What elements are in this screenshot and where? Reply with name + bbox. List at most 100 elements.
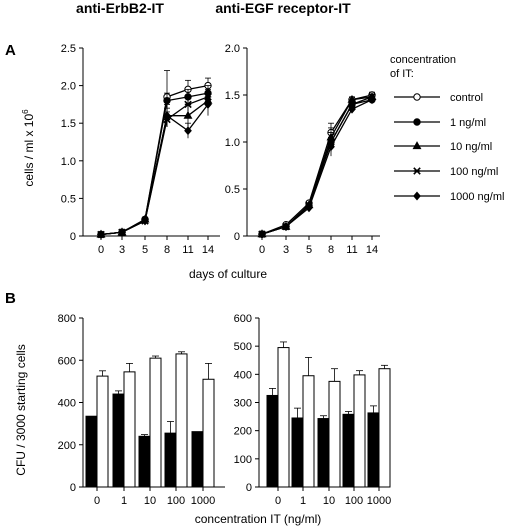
chart-b-left-y-tick-label: 0: [70, 482, 76, 494]
chart-a-ylabel: cells / ml x 106: [21, 109, 36, 187]
legend-item-1-ng-ml-marker: [413, 118, 421, 126]
chart-b-right-y-tick-label: 300: [234, 398, 252, 410]
chart-b-right-bar-black: [266, 394, 279, 488]
chart-a-right-series-1-ng-ml-line: [261, 99, 373, 235]
chart-b-right-x-tick-label: 1: [300, 495, 306, 507]
panel-letter-b: B: [5, 290, 16, 307]
chart-b-left: 0 200 400 600 800 0 1 10 100 1000: [58, 313, 225, 507]
chart-a-right-series-100-ng-ml-line: [261, 96, 373, 235]
chart-b-right-bar-white: [353, 374, 366, 488]
chart-a-left-x-tick-label: 3: [119, 244, 125, 256]
chart-b-right-bar-black: [342, 413, 355, 488]
legend-items: control 1 ng/ml 10 ng/ml 100 ng/ml 1000 ng/m…: [394, 92, 504, 203]
legend: concentration of IT: control 1 ng/ml 10 ng…: [390, 54, 504, 203]
chart-a-left-series-10-ng-ml-point: [183, 110, 193, 119]
chart-a-right-series-1000-ng-ml-point: [348, 104, 356, 114]
chart-a-left-series-1-ng-ml-point: [163, 96, 171, 105]
legend-title-line2: of IT:: [390, 68, 414, 80]
chart-b-left-x-tick-label: 100: [167, 495, 185, 507]
chart-a-left-series-100-ng-ml-point: [184, 100, 192, 109]
chart-b-right-x-tick-label: 10: [323, 495, 335, 507]
chart-b-right-bar-black: [367, 412, 380, 488]
chart-b-left-y-tick-label: 800: [58, 313, 76, 325]
chart-a-ylabel-text: cells / ml x 10: [22, 114, 36, 187]
chart-b-right-y-tick-label: 0: [246, 482, 252, 494]
chart-a-left-x-tick-label: 8: [164, 244, 170, 256]
chart-a-right-series-1000-ng-ml-point: [327, 142, 335, 152]
chart-b-left-bar-black: [112, 393, 125, 488]
chart-b-right-y-tick-label: 500: [234, 341, 252, 353]
chart-a-right-series-control-line: [261, 94, 373, 235]
chart-a-left-series-1000-ng-ml-point: [163, 111, 171, 121]
chart-a-right-y-tick-label: 0.5: [225, 184, 240, 196]
chart-a-right-y-tick-label: 2.0: [225, 43, 240, 55]
chart-b-right-bar-white: [378, 368, 391, 488]
chart-a-right-x-tick-label: 8: [328, 244, 334, 256]
chart-a-left: 0 0.5 1.0 1.5 2.0 2.5 0 3 5 8 11 14: [61, 43, 220, 256]
chart-a-left-y-tick-label: 2.5: [61, 43, 76, 55]
chart-a-left-y-tick-label: 0.5: [61, 193, 76, 205]
chart-b-left-y-tick-label: 400: [58, 398, 76, 410]
chart-b-right-bar-black: [317, 418, 330, 488]
chart-b-xlabel: concentration IT (ng/ml): [195, 512, 322, 526]
chart-a-right-series-10-ng-ml-line: [261, 96, 373, 235]
chart-b-right-y-tick-label: 200: [234, 426, 252, 438]
legend-item-10-ng-ml-label: 10 ng/ml: [450, 141, 492, 153]
legend-item-100-ng-ml-label: 100 ng/ml: [450, 166, 498, 178]
chart-b-left-x-tick-label: 1000: [191, 495, 215, 507]
chart-b-right-bar-white: [277, 347, 290, 488]
chart-b-right-y-tick-label: 100: [234, 454, 252, 466]
chart-a-right-series-1000-ng-ml-point: [368, 95, 376, 105]
chart-b-left-x-tick-label: 1: [121, 495, 127, 507]
chart-a-left-series-1000-ng-ml-point: [97, 230, 105, 239]
chart-a-right-series-1000-ng-ml-line: [261, 99, 373, 235]
chart-b-left-bar-black: [191, 431, 204, 488]
chart-a-right-x-tick-label: 11: [346, 244, 357, 256]
chart-a-right-series-1000-ng-ml-point: [305, 203, 313, 213]
chart-b-right-bar-black: [291, 417, 304, 488]
chart-b-left-bar-black: [138, 435, 151, 488]
panel-letter-a: A: [5, 42, 16, 59]
legend-item-100-ng-ml-marker: [413, 167, 421, 175]
legend-item-control-marker: [413, 93, 421, 101]
chart-a-left-x-tick-label: 11: [182, 244, 193, 256]
chart-b-left-bar-black: [164, 432, 177, 488]
chart-b-left-bar-white: [149, 357, 162, 488]
legend-title-line1: concentration: [390, 54, 456, 66]
legend-item-control-label: control: [450, 92, 483, 104]
chart-a-right-title: anti-EGF receptor-IT: [215, 0, 351, 16]
chart-b-right-y-tick-label: 400: [234, 369, 252, 381]
chart-a-left-series-control-line: [100, 84, 209, 236]
chart-b-right: 0 100 200 300 400 500 600 0 1 10 100 1000: [234, 313, 392, 507]
chart-a-ylabel-sup: 6: [21, 109, 30, 114]
chart-b-left-y-tick-label: 600: [58, 355, 76, 367]
chart-a-right-y-tick-label: 0: [234, 231, 240, 243]
chart-b-left-x-tick-label: 10: [144, 495, 156, 507]
chart-b-left-bar-white: [175, 353, 188, 488]
chart-b-right-x-tick-label: 100: [345, 495, 363, 507]
chart-a-xlabel: days of culture: [189, 267, 267, 281]
chart-b-left-y-tick-label: 200: [58, 440, 76, 452]
chart-a-left-y-tick-label: 2.0: [61, 81, 76, 93]
chart-b-left-bar-white: [96, 375, 109, 488]
legend-item-1-ng-ml-label: 1 ng/ml: [450, 117, 486, 129]
chart-a-right-series-1000-ng-ml-point: [282, 222, 290, 232]
chart-b-left-bar-white: [202, 378, 215, 488]
chart-a-left-y-tick-label: 1.5: [61, 118, 76, 130]
chart-a-right-x-tick-label: 14: [366, 244, 378, 256]
chart-a-left-x-tick-label: 14: [202, 244, 214, 256]
chart-a-left-title: anti-ErbB2-IT: [76, 0, 164, 16]
chart-b-right-x-tick-label: 0: [275, 495, 281, 507]
chart-a-right: 0 0.5 1.0 1.5 2.0 0 3 5 8 11 14: [225, 43, 380, 256]
chart-a-left-series-1000-ng-ml-point: [118, 227, 126, 237]
chart-a-right-x-tick-label: 0: [259, 244, 265, 256]
chart-b-right-bar-white: [302, 375, 315, 488]
chart-a-right-x-tick-label: 3: [283, 244, 289, 256]
chart-b-left-bar-white: [123, 371, 136, 488]
legend-item-1000-ng-ml-marker: [413, 191, 421, 201]
chart-a-left-series-1000-ng-ml-point: [184, 126, 192, 136]
chart-a-right-y-tick-label: 1.0: [225, 137, 240, 149]
chart-a-right-series-1000-ng-ml-point: [258, 229, 266, 239]
chart-b-ylabel: CFU / 3000 starting cells: [14, 344, 28, 475]
